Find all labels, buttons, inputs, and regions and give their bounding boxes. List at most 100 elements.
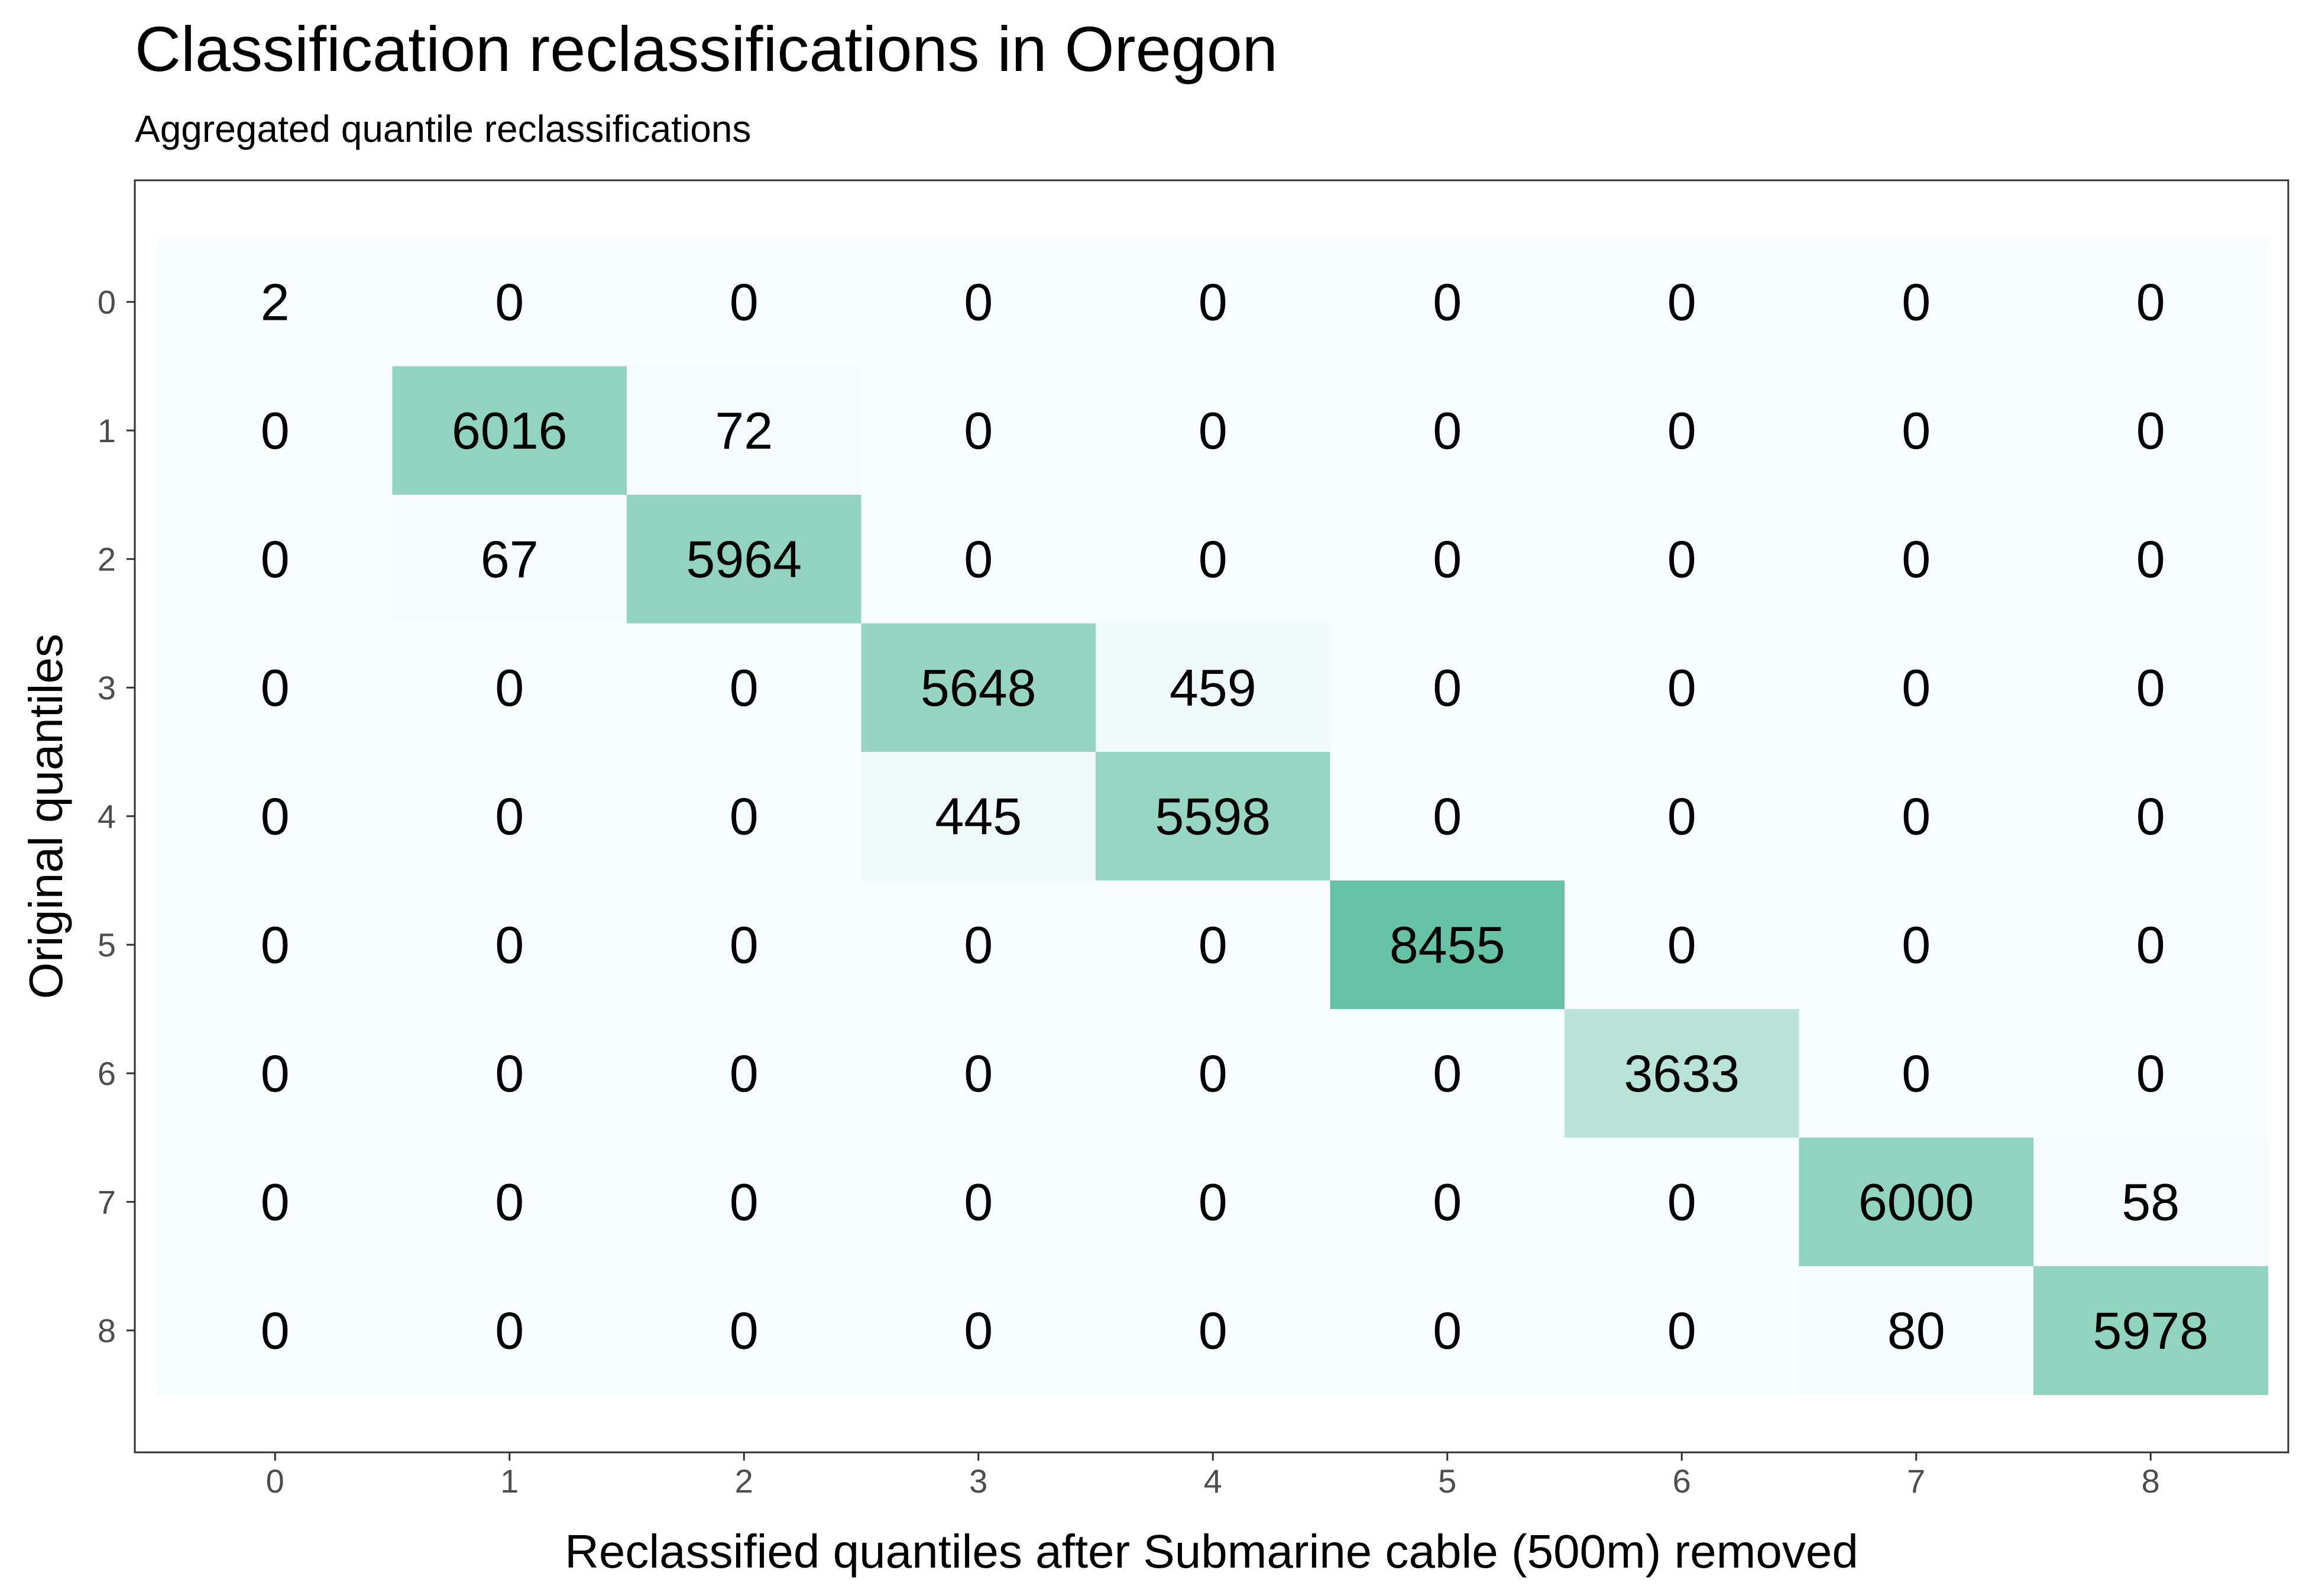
x-tick-label: 2 (735, 1462, 753, 1500)
x-tick-label: 0 (266, 1462, 284, 1500)
x-tick-label: 5 (1438, 1462, 1456, 1500)
heatmap-cell (627, 495, 861, 624)
heatmap-cell-label: 0 (730, 1173, 759, 1231)
heatmap-cell (627, 366, 861, 495)
heatmap-cell-label: 0 (964, 1301, 993, 1360)
heatmap-cell-labels: 2 0 0 0 0 0 0 0 0 0 6016 72 0 0 0 0 0 0 0 67 5964 0 0 0 0 0 0 0 0 0 56… (261, 273, 2208, 1360)
heatmap-cell (1799, 1009, 2034, 1138)
heatmap-cell-label: 0 (964, 530, 993, 588)
y-tick-label: 3 (98, 669, 116, 706)
heatmap-cell-label: 0 (1433, 787, 1462, 845)
heatmap-cell (2033, 752, 2268, 881)
heatmap-cell-label: 0 (1667, 1173, 1696, 1231)
heatmap-cell-label: 0 (1667, 401, 1696, 460)
heatmap-cell (1799, 1137, 2034, 1267)
heatmap-cell-label: 0 (261, 916, 290, 974)
heatmap-cell-label: 0 (730, 1301, 759, 1360)
x-tick-label: 6 (1673, 1462, 1691, 1500)
y-tick-label: 4 (98, 797, 116, 835)
heatmap-cell-label: 5978 (2093, 1301, 2208, 1360)
heatmap-cell (392, 1137, 627, 1267)
heatmap-cell (1565, 752, 1799, 881)
y-axis-title: Original quantiles (20, 634, 72, 999)
heatmap-cell-label: 0 (1667, 1301, 1696, 1360)
heatmap-cell-label: 3633 (1624, 1044, 1740, 1102)
heatmap-cell (1799, 880, 2034, 1010)
heatmap-cell (1565, 623, 1799, 752)
heatmap-cell-label: 0 (1199, 1301, 1228, 1360)
y-axis: 0 1 2 3 4 5 6 7 8 (98, 283, 135, 1349)
heatmap-cell-label: 0 (730, 273, 759, 331)
heatmap-cell-label: 0 (2136, 658, 2165, 717)
heatmap-cell (1330, 1137, 1565, 1267)
heatmap-cell (1096, 880, 1330, 1010)
heatmap-cell (1799, 238, 2034, 366)
heatmap-cell (627, 880, 861, 1010)
x-axis-title: Reclassified quantiles after Submarine c… (565, 1525, 1858, 1578)
heatmap-cell (627, 1266, 861, 1395)
heatmap-cell (861, 1009, 1096, 1138)
heatmap-cell (2033, 880, 2268, 1010)
heatmap-cell (158, 752, 393, 881)
y-tick-label: 8 (98, 1312, 116, 1349)
heatmap-cell-label: 0 (730, 658, 759, 717)
heatmap-cell (158, 238, 393, 366)
heatmap-cell-label: 0 (1902, 1044, 1931, 1102)
heatmap-cell (1096, 1009, 1330, 1138)
heatmap-cell-label: 0 (1667, 787, 1696, 845)
heatmap-cell (861, 366, 1096, 495)
heatmap-cell-label: 5964 (686, 530, 802, 588)
heatmap-cell-label: 0 (261, 658, 290, 717)
heatmap-cell-label: 0 (1902, 787, 1931, 845)
heatmap-cell (1096, 366, 1330, 495)
heatmap-cell-label: 0 (730, 787, 759, 845)
heatmap-cell (1096, 1137, 1330, 1267)
heatmap-cell (1799, 752, 2034, 881)
heatmap-cell (392, 238, 627, 366)
heatmap-cell-label: 0 (2136, 1044, 2165, 1102)
heatmap-cell-label: 0 (964, 1044, 993, 1102)
heatmap-cell-label: 0 (1199, 273, 1228, 331)
heatmap-cell (158, 880, 393, 1010)
heatmap-cell-label: 0 (2136, 530, 2165, 588)
heatmap-cell-label: 0 (1902, 530, 1931, 588)
heatmap-cell-label: 0 (730, 1044, 759, 1102)
heatmap-cell-label: 0 (964, 401, 993, 460)
heatmap-cell (392, 752, 627, 881)
heatmap-cell-label: 0 (2136, 916, 2165, 974)
heatmap-cell-label: 0 (1433, 530, 1462, 588)
heatmap-cell (1330, 238, 1565, 366)
heatmap-cell (861, 880, 1096, 1010)
heatmap-cell (627, 623, 861, 752)
heatmap-cell (158, 495, 393, 624)
heatmap-cell-label: 0 (495, 1301, 524, 1360)
heatmap-cell-label: 0 (964, 273, 993, 331)
heatmap-cell-label: 0 (1199, 1173, 1228, 1231)
heatmap-cell-label: 72 (715, 401, 773, 460)
heatmap-cell-label: 0 (495, 1173, 524, 1231)
heatmap-cell-label: 58 (2122, 1173, 2179, 1231)
heatmap-cell (1330, 366, 1565, 495)
heatmap-cell (1330, 623, 1565, 752)
heatmap-cell-label: 445 (935, 787, 1022, 845)
heatmap-cell (1330, 880, 1565, 1010)
heatmap-cell-label: 0 (261, 1044, 290, 1102)
heatmap-cell (2033, 1009, 2268, 1138)
heatmap-cell (1330, 495, 1565, 624)
heatmap-cell (627, 238, 861, 366)
heatmap-cell (1330, 752, 1565, 881)
heatmap-cell-label: 0 (1433, 1044, 1462, 1102)
heatmap-cell (392, 880, 627, 1010)
x-axis: 0 1 2 3 4 5 6 7 8 (266, 1452, 2160, 1500)
heatmap-cell-label: 0 (495, 916, 524, 974)
heatmap-cell (1565, 1137, 1799, 1267)
heatmap-cell (1799, 1266, 2034, 1395)
heatmap-cell (1565, 1009, 1799, 1138)
heatmap-cell-label: 5598 (1155, 787, 1271, 845)
chart-title: Classification reclassifications in Oreg… (135, 13, 1278, 85)
heatmap-cell-label: 0 (1667, 273, 1696, 331)
heatmap-cell (861, 238, 1096, 366)
heatmap-cell-label: 0 (964, 916, 993, 974)
y-tick-label: 7 (98, 1183, 116, 1221)
